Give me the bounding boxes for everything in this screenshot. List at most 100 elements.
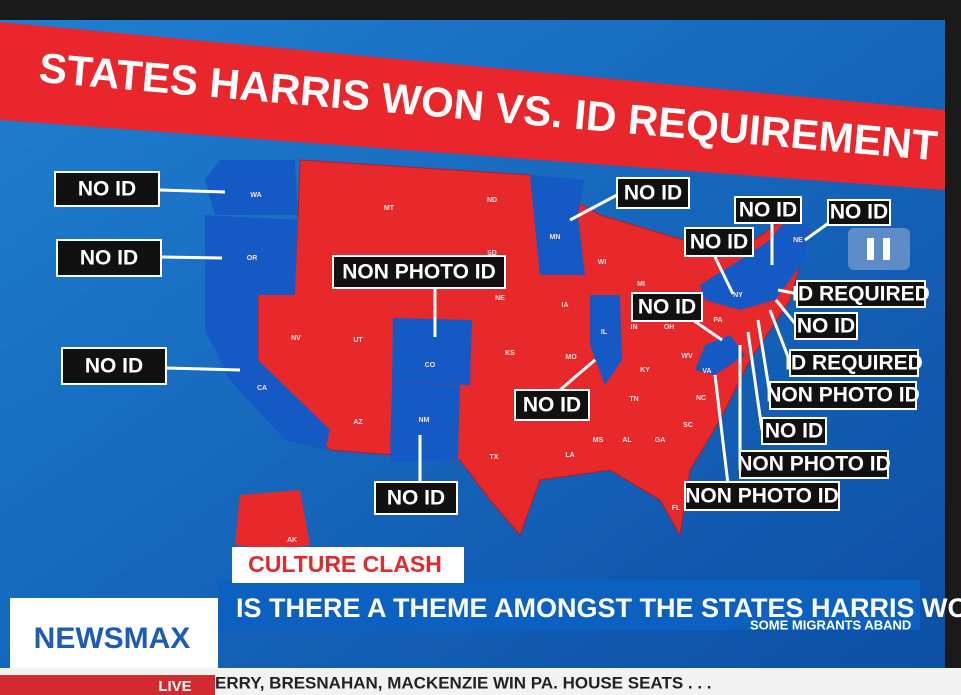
- callout-line: [161, 255, 223, 260]
- callout: NO ID: [80, 247, 138, 270]
- callout: NO ID: [765, 420, 823, 443]
- callout: NO ID: [739, 199, 797, 222]
- map: [205, 159, 811, 550]
- state-label: NE: [495, 295, 505, 302]
- state-label: NE: [793, 237, 803, 244]
- state-label: MI: [637, 281, 645, 288]
- state-label: MS: [593, 437, 604, 444]
- callouts-part: [769, 381, 917, 410]
- callouts-part: [739, 450, 889, 479]
- state-labels: WA OR CA NV UT AZ MT ND SD NE KS CO NM T…: [247, 192, 803, 544]
- callout-line: [768, 309, 792, 363]
- state-label: CA: [257, 385, 267, 392]
- callout-line: [804, 220, 831, 242]
- callouts-part: [796, 280, 926, 308]
- logo-box: [10, 598, 218, 670]
- state-label: AL: [622, 437, 632, 444]
- state-label: MN: [550, 234, 561, 241]
- headline-band: [218, 580, 920, 630]
- callouts-part: [61, 347, 167, 385]
- state-label: KY: [640, 367, 650, 374]
- state-northeast: [700, 215, 810, 310]
- callout: NO ID: [523, 394, 581, 417]
- state-label: OH: [664, 324, 675, 331]
- state-label: MT: [384, 205, 395, 212]
- state-label: NV: [291, 335, 301, 342]
- callouts-part: [56, 239, 162, 277]
- callouts-part: [332, 255, 506, 289]
- state-label: SC: [683, 422, 693, 429]
- state-co: [392, 318, 472, 385]
- state-label: GA: [655, 437, 666, 444]
- state-label: AK: [287, 537, 297, 544]
- callout-line: [559, 358, 596, 392]
- callout-line: [159, 188, 226, 194]
- callouts-part: [514, 389, 590, 421]
- callout-line: [166, 366, 241, 372]
- callouts-part: [684, 227, 754, 257]
- callouts-part: [761, 417, 827, 445]
- callout: NO ID: [830, 201, 888, 224]
- callouts-part: [374, 481, 458, 515]
- state-nm: [390, 383, 460, 462]
- state-label: OR: [247, 255, 258, 262]
- callout-line: [777, 288, 799, 296]
- callout-line: [774, 299, 799, 327]
- state-label: NM: [419, 417, 430, 424]
- callout: NO ID: [797, 315, 855, 338]
- pause-icon-part: [867, 238, 874, 260]
- callouts-part: [616, 177, 690, 209]
- state-label: KS: [505, 350, 515, 357]
- state-label: WI: [598, 259, 607, 266]
- state-label: CO: [425, 362, 436, 369]
- pause-icon: [848, 228, 910, 270]
- callout: NON PHOTO ID: [685, 485, 839, 508]
- callout: NON PHOTO ID: [342, 261, 496, 284]
- callout: NO ID: [624, 182, 682, 205]
- callouts-part: [827, 199, 891, 226]
- title-band: [0, 22, 945, 190]
- callouts: NO ID NO ID NO ID NON PHOTO ID NO ID NO …: [54, 171, 930, 515]
- callout-line: [569, 193, 618, 222]
- state-or: [205, 215, 298, 295]
- state-label: IA: [562, 302, 569, 309]
- state-label: NC: [696, 395, 706, 402]
- state-label: IN: [631, 324, 638, 331]
- state-wa: [205, 160, 298, 215]
- callouts-part: [54, 171, 160, 207]
- state-mn: [530, 175, 585, 275]
- state-label: MO: [565, 354, 577, 361]
- callouts-part: [734, 196, 802, 224]
- callout: ID REQUIRED: [792, 283, 930, 306]
- callout-line: [746, 331, 764, 431]
- state-label: WV: [681, 353, 693, 360]
- state-label: WA: [250, 192, 261, 199]
- headline: IS THERE A THEME AMONGST THE STATES HARR…: [236, 593, 961, 623]
- state-label: IL: [601, 329, 608, 336]
- live: LIVE: [158, 678, 191, 695]
- callout: NON PHOTO ID: [737, 453, 891, 476]
- state-label: SD: [487, 250, 497, 257]
- ticker-right: SOME MIGRANTS ABAND: [750, 617, 911, 632]
- state-label: TN: [629, 396, 638, 403]
- callouts-part: [684, 481, 840, 511]
- callouts-part: [789, 349, 919, 377]
- callout: NON PHOTO ID: [766, 384, 920, 407]
- tag: CULTURE CLASH: [248, 551, 442, 577]
- state-label: LA: [565, 452, 574, 459]
- callouts-part: [631, 292, 703, 322]
- state-label: TX: [490, 454, 499, 461]
- callout: NO ID: [690, 231, 748, 254]
- callout: NO ID: [78, 178, 136, 201]
- pause-icon-part: [883, 238, 890, 260]
- state-label: UT: [353, 337, 363, 344]
- pause-icon-part: [848, 228, 910, 270]
- callout: NO ID: [638, 296, 696, 319]
- callouts-part: [794, 312, 858, 340]
- state-label: NY: [733, 292, 743, 299]
- callout-line: [713, 374, 730, 485]
- callout: NO ID: [85, 355, 143, 378]
- callout-line: [713, 256, 735, 295]
- state-ca: [205, 295, 330, 450]
